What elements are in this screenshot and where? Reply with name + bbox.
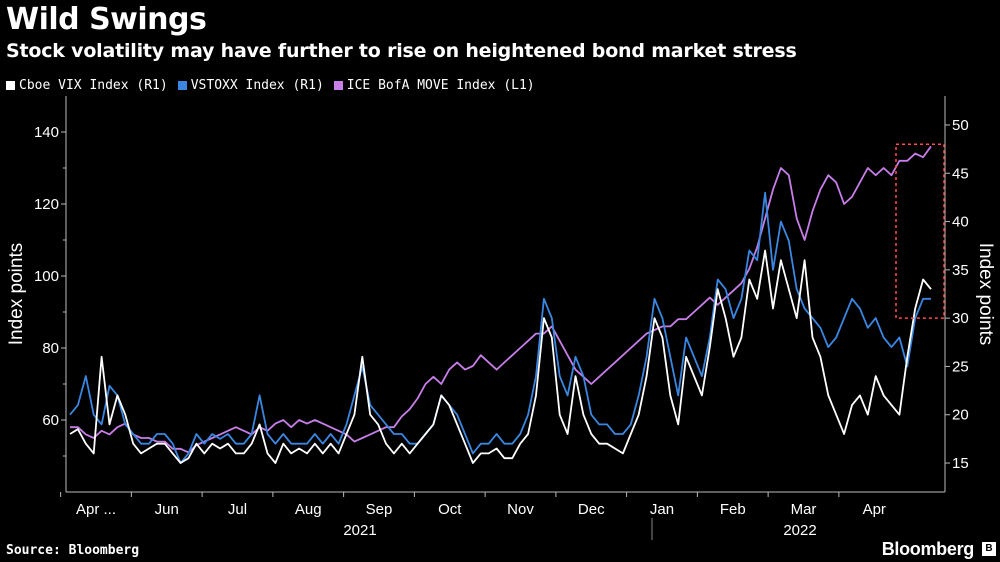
legend-label-vix: Cboe VIX Index (R1): [19, 78, 168, 93]
legend-swatch-move: [333, 81, 343, 90]
right-tick-label: 40: [952, 214, 969, 231]
left-tick-label: 140: [34, 124, 59, 141]
right-tick-label: 15: [952, 455, 969, 472]
right-tick-label: 25: [952, 358, 969, 375]
x-tick-label: Nov: [507, 501, 534, 518]
vstoxx-line: [69, 191, 931, 464]
right-tick-label: 30: [952, 310, 969, 327]
year-label-2021: 2021: [343, 522, 376, 539]
bloomberg-mark-icon: B: [982, 542, 996, 556]
legend-item-vstoxx: VSTOXX Index (R1): [177, 78, 324, 93]
x-tick-label: Apr: [863, 501, 886, 518]
left-tick-label: 60: [42, 412, 59, 429]
source-note: Source: Bloomberg: [6, 543, 140, 558]
left-tick-label: 120: [34, 196, 59, 213]
x-tick-label: Aug: [295, 501, 322, 518]
chart-subtitle: Stock volatility may have further to ris…: [6, 40, 797, 62]
year-label-2022: 2022: [783, 522, 816, 539]
x-tick-label: Jun: [155, 501, 179, 518]
legend-swatch-vix: [6, 81, 15, 90]
left-tick-label: 80: [42, 340, 59, 357]
left-tick-label: 100: [34, 268, 59, 285]
legend-label-vstoxx: VSTOXX Index (R1): [190, 78, 324, 93]
right-tick-label: 20: [952, 407, 969, 424]
x-tick-label: Jan: [650, 501, 674, 518]
move-line: [70, 145, 932, 454]
legend-item-vix: Cboe VIX Index (R1): [6, 78, 168, 93]
x-tick-label: Dec: [578, 501, 605, 518]
vix-line: [69, 249, 932, 464]
right-tick-label: 50: [952, 117, 969, 134]
legend-item-move: ICE BofA MOVE Index (L1): [333, 78, 535, 93]
bloomberg-logo: Bloomberg: [881, 539, 975, 559]
legend-swatch-vstoxx: [177, 81, 187, 90]
right-tick-label: 35: [952, 262, 969, 279]
left-axis-title: Index points: [6, 243, 27, 345]
legend-label-move: ICE BofA MOVE Index (L1): [346, 78, 535, 93]
x-tick-label: Mar: [791, 501, 817, 518]
x-tick-label: Feb: [720, 501, 746, 518]
right-axis-title: Index points: [975, 243, 996, 345]
x-tick-label: Sep: [366, 501, 393, 518]
x-tick-label: Apr ...: [76, 501, 116, 518]
right-tick-label: 45: [952, 165, 969, 182]
x-tick-label: Oct: [438, 501, 462, 518]
legend: Cboe VIX Index (R1) VSTOXX Index (R1) IC…: [6, 78, 535, 93]
x-tick-label: Jul: [228, 501, 247, 518]
chart-title: Wild Swings: [6, 2, 207, 37]
highlight-box: [895, 143, 945, 319]
